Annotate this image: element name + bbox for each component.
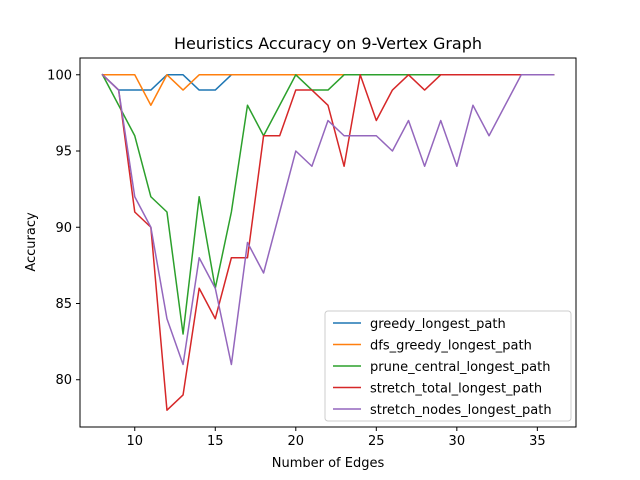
legend-label: dfs_greedy_longest_path	[370, 339, 532, 354]
plot-frame	[79, 57, 577, 428]
x-tick-label: 25	[368, 434, 385, 449]
series-lines	[101, 73, 555, 411]
y-tick-label: 85	[55, 297, 72, 312]
y-axis-ticks: 80 85 90 95 100	[47, 68, 80, 388]
y-axis-title: Accuracy	[24, 212, 39, 272]
legend: greedy_longest_path dfs_greedy_longest_pa…	[324, 310, 572, 422]
y-tick-label: 100	[47, 68, 72, 83]
y-tick-label: 80	[55, 373, 72, 388]
y-tick-label: 95	[55, 145, 72, 160]
x-tick-label: 35	[529, 434, 546, 449]
legend-frame	[324, 310, 572, 422]
x-tick-label: 20	[288, 434, 305, 449]
legend-label: stretch_total_longest_path	[370, 382, 542, 397]
chart-title: Heuristics Accuracy on 9-Vertex Graph	[174, 34, 482, 53]
series-line-stretch-nodes-longest-path	[101, 73, 555, 366]
x-tick-label: 30	[449, 434, 466, 449]
legend-label: stretch_nodes_longest_path	[370, 403, 552, 418]
legend-label: prune_central_longest_path	[370, 360, 550, 375]
x-axis-title: Number of Edges	[272, 456, 385, 471]
y-tick-label: 90	[55, 221, 72, 236]
x-tick-label: 15	[207, 434, 224, 449]
legend-label: greedy_longest_path	[370, 317, 506, 332]
x-tick-label: 10	[126, 434, 143, 449]
x-axis-ticks: 10 15 20 25 30 35	[126, 427, 546, 449]
series-line-stretch-total-longest-path	[101, 73, 555, 411]
